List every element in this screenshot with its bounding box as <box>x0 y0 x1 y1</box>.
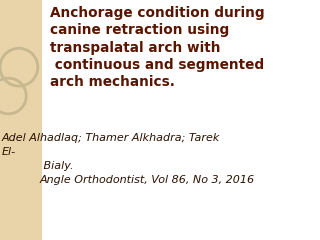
Text: Anchorage condition during
canine retraction using
transpalatal arch with
 conti: Anchorage condition during canine retrac… <box>50 6 265 89</box>
Text: Bialy.: Bialy. <box>40 161 74 171</box>
Text: El-: El- <box>2 147 16 157</box>
Text: Angle Orthodontist, Vol 86, No 3, 2016: Angle Orthodontist, Vol 86, No 3, 2016 <box>40 175 255 185</box>
Text: Adel Alhadlaq; Thamer Alkhadra; Tarek: Adel Alhadlaq; Thamer Alkhadra; Tarek <box>2 133 220 143</box>
Bar <box>0 0 42 240</box>
